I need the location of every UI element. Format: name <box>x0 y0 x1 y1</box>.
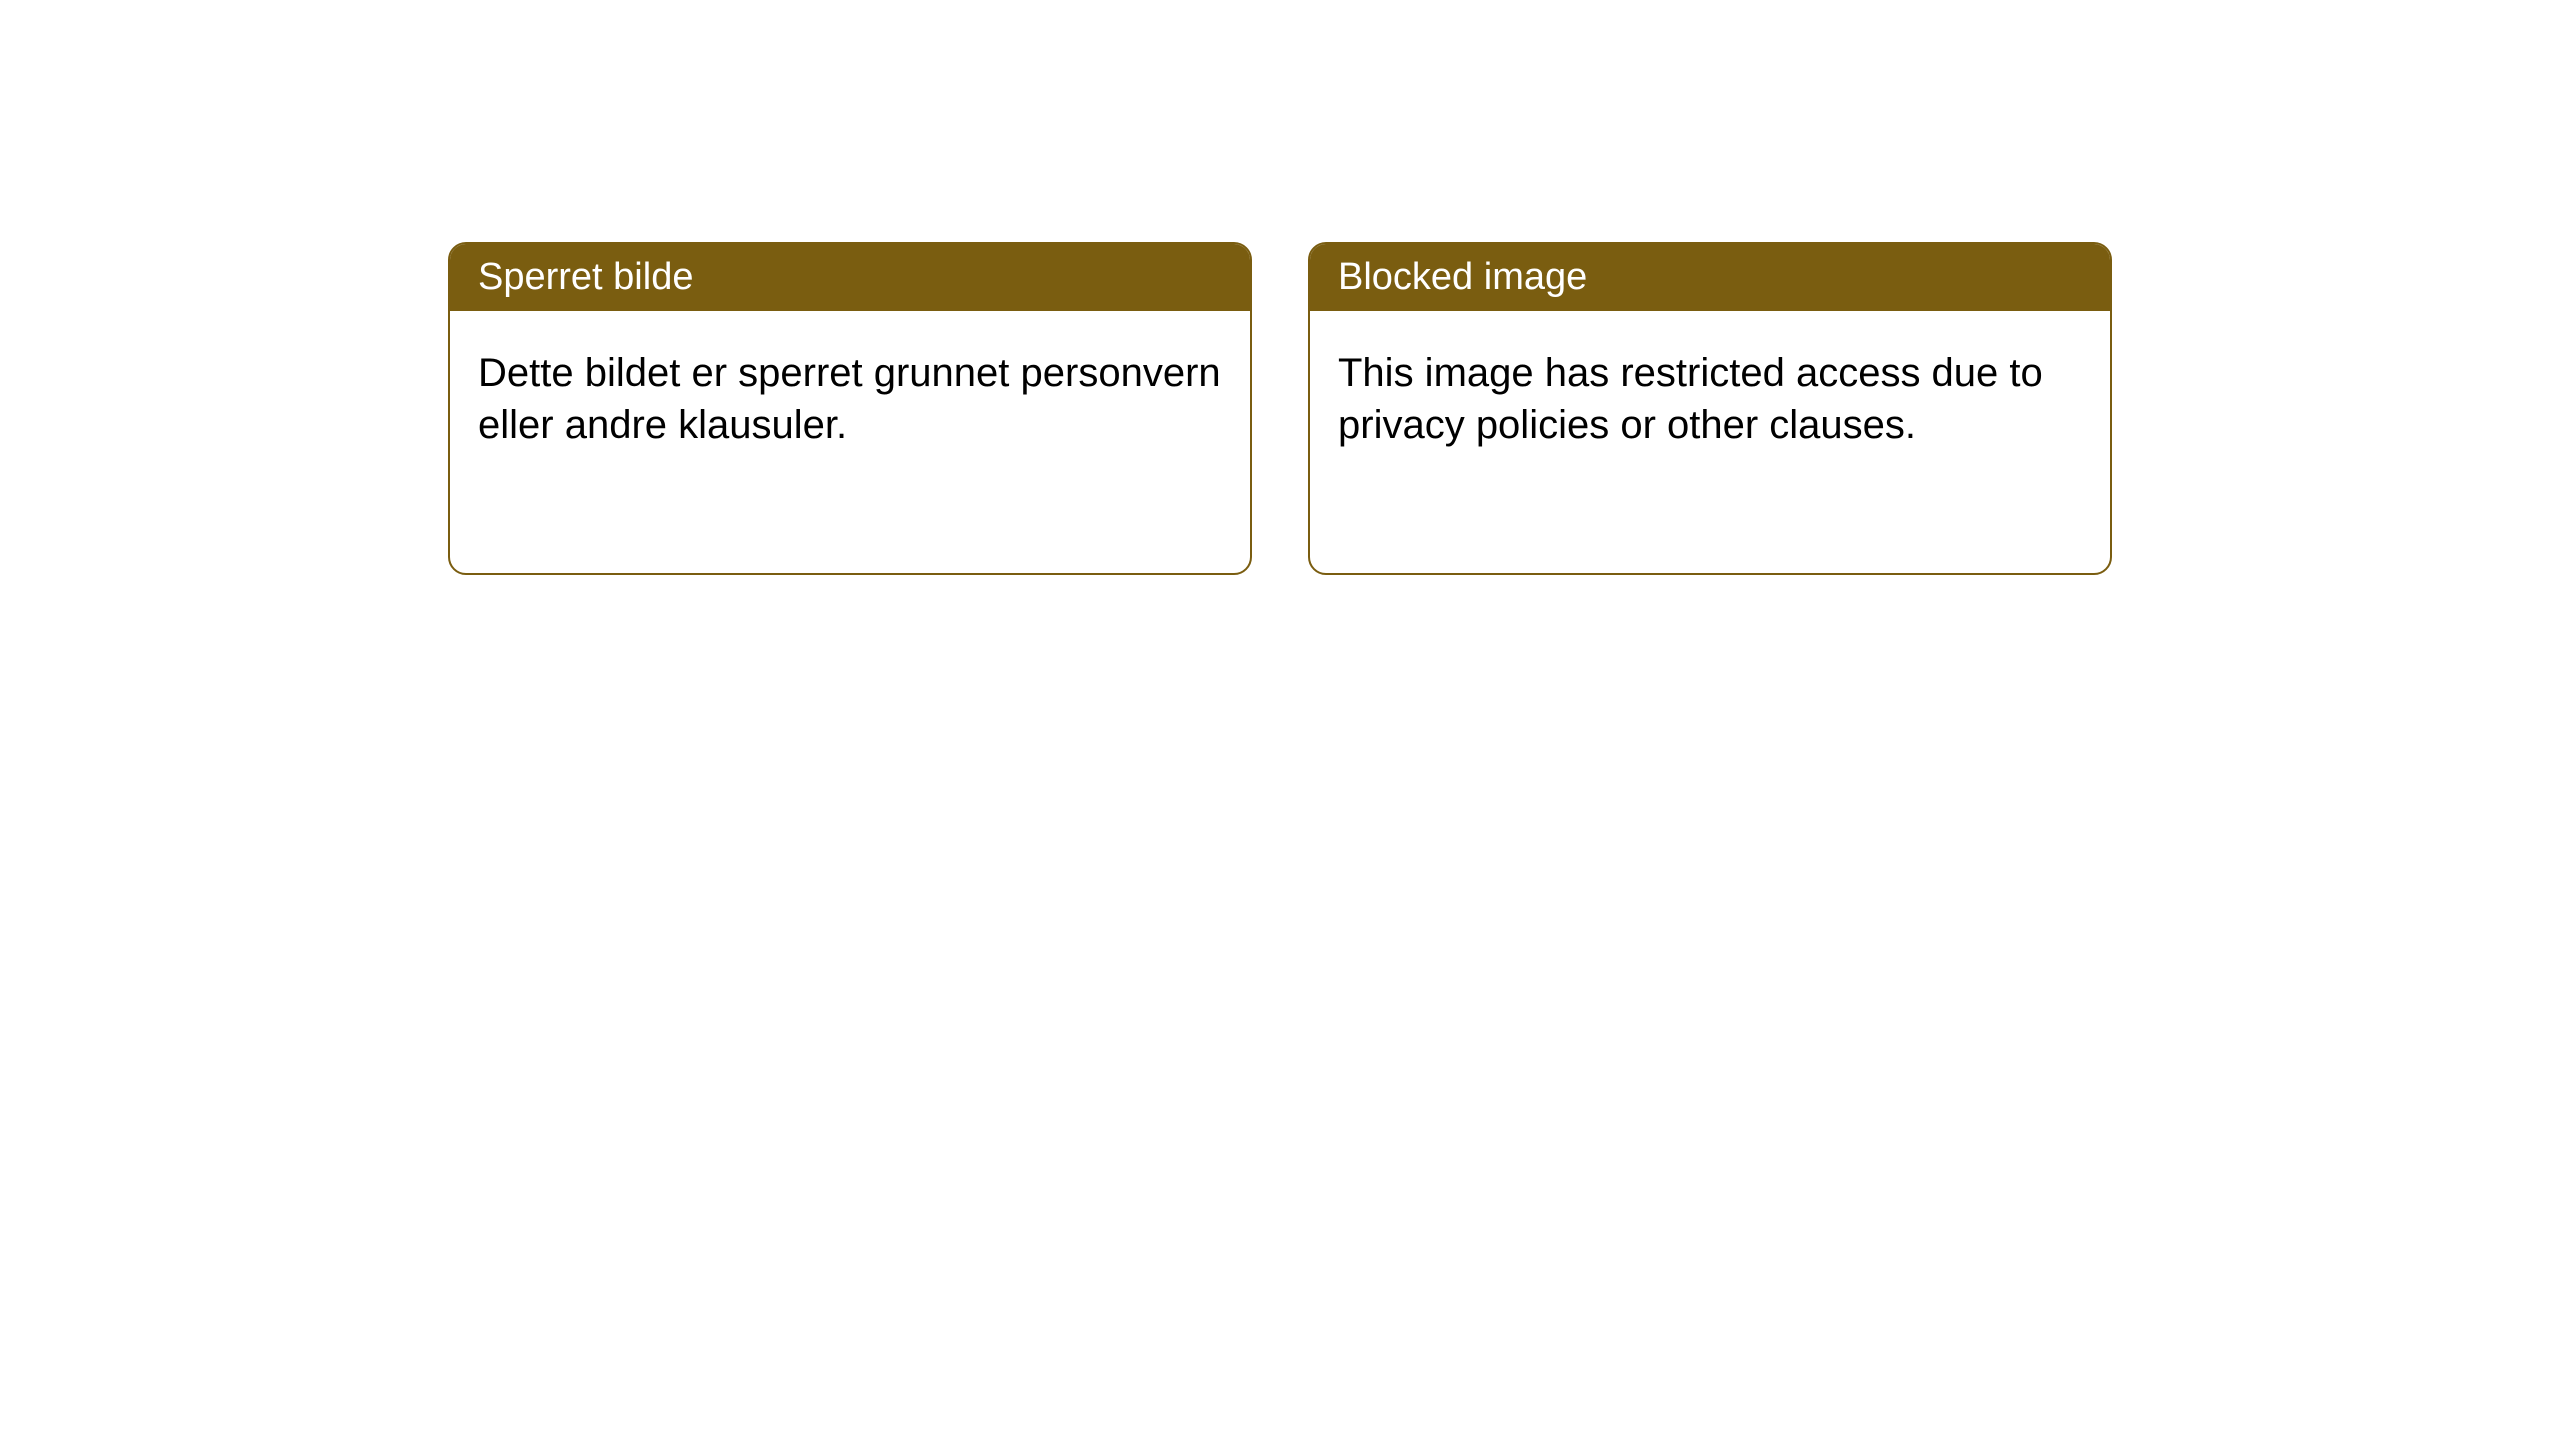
notice-title-norwegian: Sperret bilde <box>450 244 1250 311</box>
notice-body-norwegian: Dette bildet er sperret grunnet personve… <box>450 311 1250 487</box>
notice-body-english: This image has restricted access due to … <box>1310 311 2110 487</box>
notice-title-english: Blocked image <box>1310 244 2110 311</box>
notice-container: Sperret bilde Dette bildet er sperret gr… <box>0 0 2560 575</box>
notice-box-norwegian: Sperret bilde Dette bildet er sperret gr… <box>448 242 1252 575</box>
notice-box-english: Blocked image This image has restricted … <box>1308 242 2112 575</box>
